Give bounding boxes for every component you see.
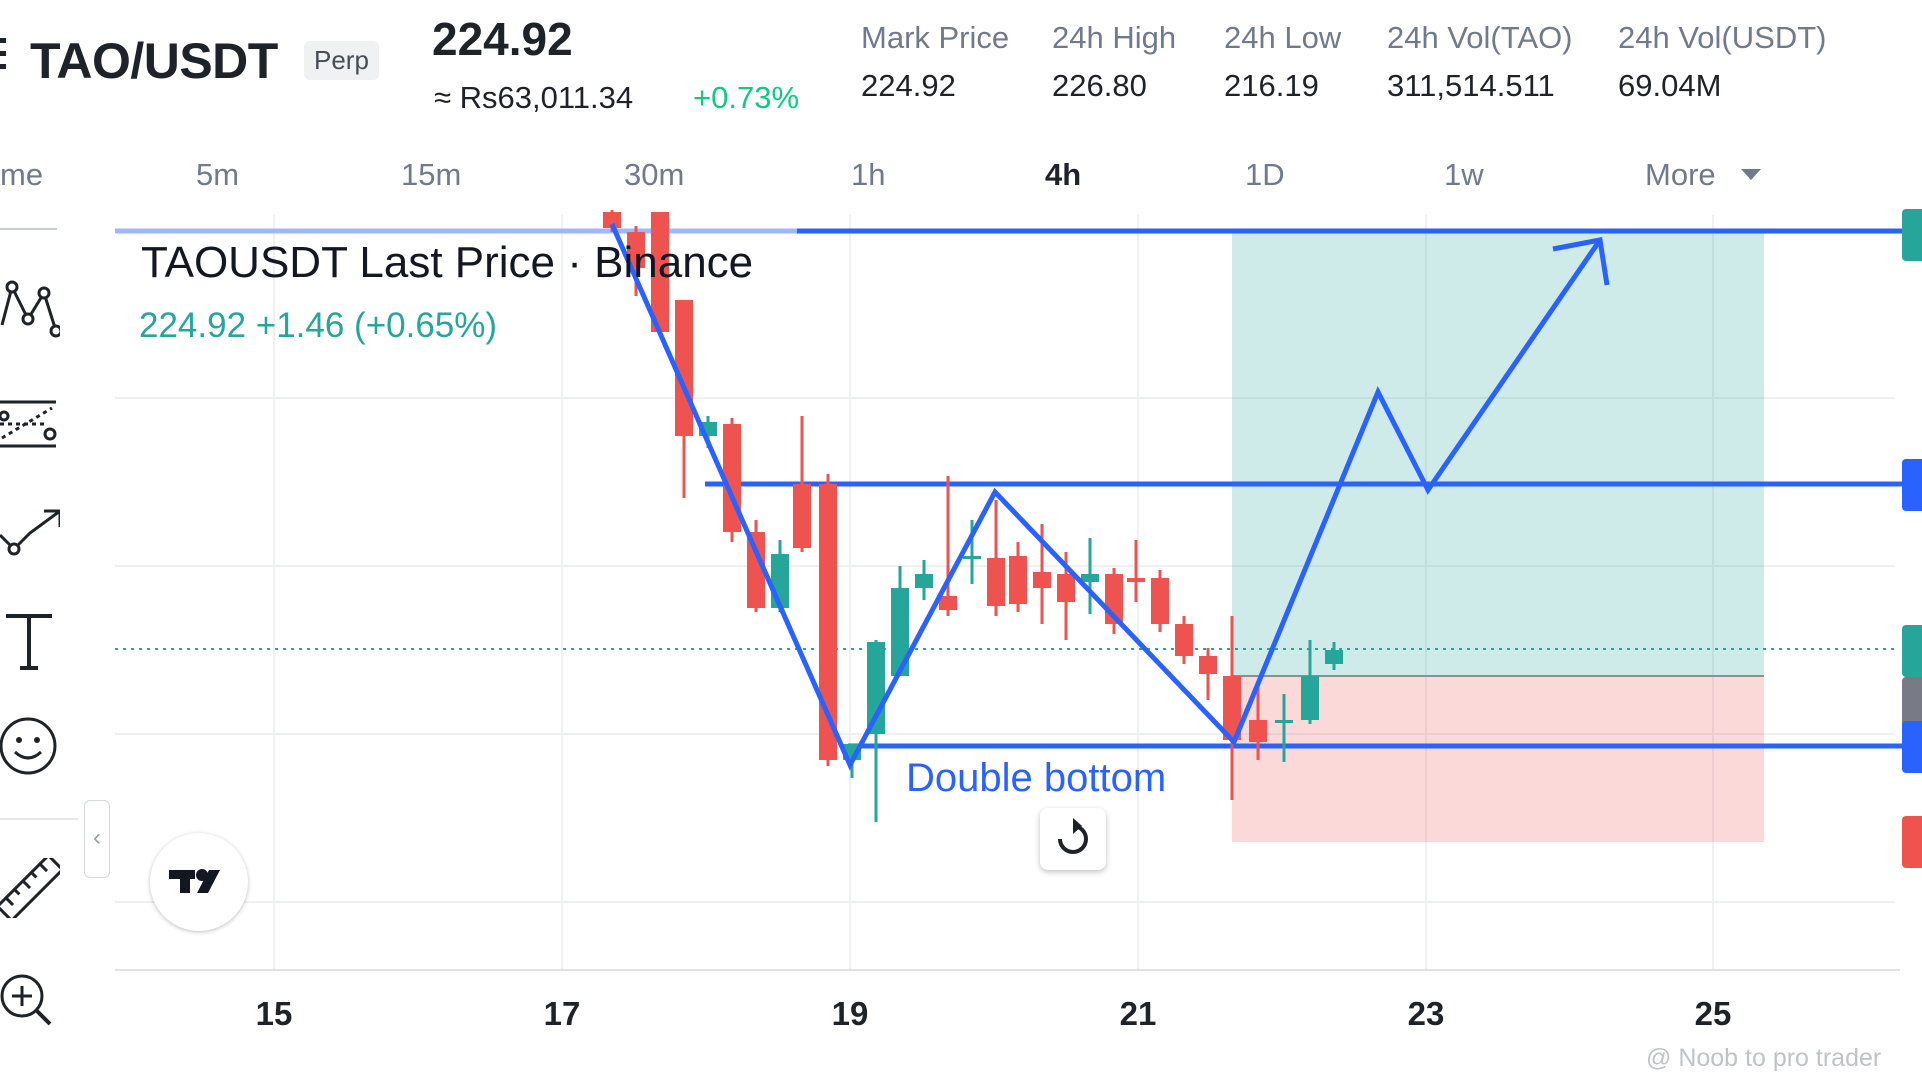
price-tag-last xyxy=(1902,625,1922,677)
candle-body xyxy=(1301,676,1319,720)
watermark: @ Noob to pro trader xyxy=(1646,1044,1882,1072)
candle-body xyxy=(793,484,811,548)
menu-icon[interactable] xyxy=(0,38,6,74)
candle-body xyxy=(1249,720,1267,742)
interval-30m[interactable]: 30m xyxy=(624,157,685,192)
stat-value-24h-vol-usdt: 69.04M xyxy=(1618,68,1722,103)
reset-chart-button[interactable] xyxy=(1040,808,1106,870)
interval-1w[interactable]: 1w xyxy=(1444,157,1484,192)
x-tick-label: 15 xyxy=(255,995,293,1032)
fib-tool-icon[interactable] xyxy=(0,394,60,454)
candle-body xyxy=(747,532,765,608)
x-tick-label: 19 xyxy=(831,995,869,1032)
stat-label-24h-vol-tao: 24h Vol(TAO) xyxy=(1387,20,1573,55)
candle-body xyxy=(603,212,621,228)
candle-body xyxy=(1199,656,1217,674)
text-tool-icon[interactable] xyxy=(0,612,60,672)
price-tag-entry xyxy=(1902,677,1922,729)
toolbar-divider xyxy=(0,818,78,820)
interval-1d[interactable]: 1D xyxy=(1245,157,1285,192)
chart-legend-title: TAOUSDT Last Price · Binance xyxy=(141,238,754,287)
candle-body xyxy=(1057,574,1075,602)
zoom-in-icon[interactable] xyxy=(0,970,60,1030)
price-tag-support xyxy=(1902,721,1922,773)
emoji-tool-icon[interactable] xyxy=(0,716,60,776)
price-tag-target xyxy=(1902,209,1922,261)
candle-body xyxy=(1223,676,1241,740)
chevron-down-icon[interactable] xyxy=(1741,169,1761,180)
reset-icon xyxy=(1058,818,1088,854)
ruler-icon[interactable] xyxy=(0,858,60,918)
x-tick-label: 17 xyxy=(543,995,581,1032)
stat-label-24h-high: 24h High xyxy=(1052,20,1177,55)
approx-local-price: ≈ Rs63,011.34 xyxy=(434,80,634,115)
interval-5m[interactable]: 5m xyxy=(196,157,240,192)
x-tick-label: 21 xyxy=(1119,995,1157,1032)
interval-15m[interactable]: 15m xyxy=(401,157,462,192)
stop-zone xyxy=(1232,676,1764,842)
tradingview-logo-icon xyxy=(169,869,220,893)
stat-value-24h-vol-tao: 311,514.511 xyxy=(1387,68,1555,103)
x-tick-label: 25 xyxy=(1694,995,1732,1032)
candle-body xyxy=(963,556,981,559)
double-bottom-pattern xyxy=(609,222,1603,771)
interval-time[interactable]: me xyxy=(0,157,44,192)
pair-title[interactable]: TAO/USDT xyxy=(30,33,278,89)
stat-value-24h-low: 216.19 xyxy=(1224,68,1319,103)
candle-body xyxy=(1127,578,1145,582)
candle-body xyxy=(651,212,669,332)
candle-body xyxy=(939,596,957,610)
pattern-tool-icon[interactable] xyxy=(0,279,60,339)
x-tick-label: 23 xyxy=(1407,995,1445,1032)
target-zone xyxy=(1232,232,1764,676)
stat-value-24h-high: 226.80 xyxy=(1052,68,1147,103)
target-arrow-head xyxy=(1552,237,1610,286)
tradingview-logo[interactable] xyxy=(150,833,248,931)
interval-more[interactable]: More xyxy=(1645,157,1716,192)
stat-label-mark-price: Mark Price xyxy=(861,20,1010,55)
price-tag-stop xyxy=(1902,816,1922,868)
candle-body xyxy=(915,574,933,588)
candle-body xyxy=(1009,556,1027,604)
candle-body xyxy=(891,588,909,676)
last-price: 224.92 xyxy=(432,13,573,65)
change-percent: +0.73% xyxy=(693,80,800,115)
interval-4h[interactable]: 4h xyxy=(1045,157,1082,192)
candle-body xyxy=(1275,720,1293,723)
interval-1h[interactable]: 1h xyxy=(851,157,886,192)
candle-body xyxy=(1081,574,1099,582)
stat-value-mark-price: 224.92 xyxy=(861,68,956,103)
candle-body xyxy=(1033,572,1051,588)
candle-body xyxy=(627,232,645,268)
prediction-tool-icon[interactable] xyxy=(0,505,60,565)
stat-label-24h-vol-usdt: 24h Vol(USDT) xyxy=(1618,20,1827,55)
candle-body xyxy=(819,484,837,760)
candle-body xyxy=(987,558,1005,606)
candle-body xyxy=(1325,650,1343,664)
collapse-toolbar-button[interactable]: ‹ xyxy=(84,800,110,878)
pattern-annotation[interactable]: Double bottom xyxy=(906,756,1167,800)
candle-body xyxy=(1175,624,1193,656)
toolbar-divider xyxy=(0,228,57,230)
contract-type-badge: Perp xyxy=(304,41,379,80)
price-tag-neckline xyxy=(1902,459,1922,511)
stat-label-24h-low: 24h Low xyxy=(1224,20,1342,55)
candle-body xyxy=(1151,578,1169,624)
grid xyxy=(115,215,1895,970)
chart-legend-values: 224.92 +1.46 (+0.65%) xyxy=(139,306,498,345)
